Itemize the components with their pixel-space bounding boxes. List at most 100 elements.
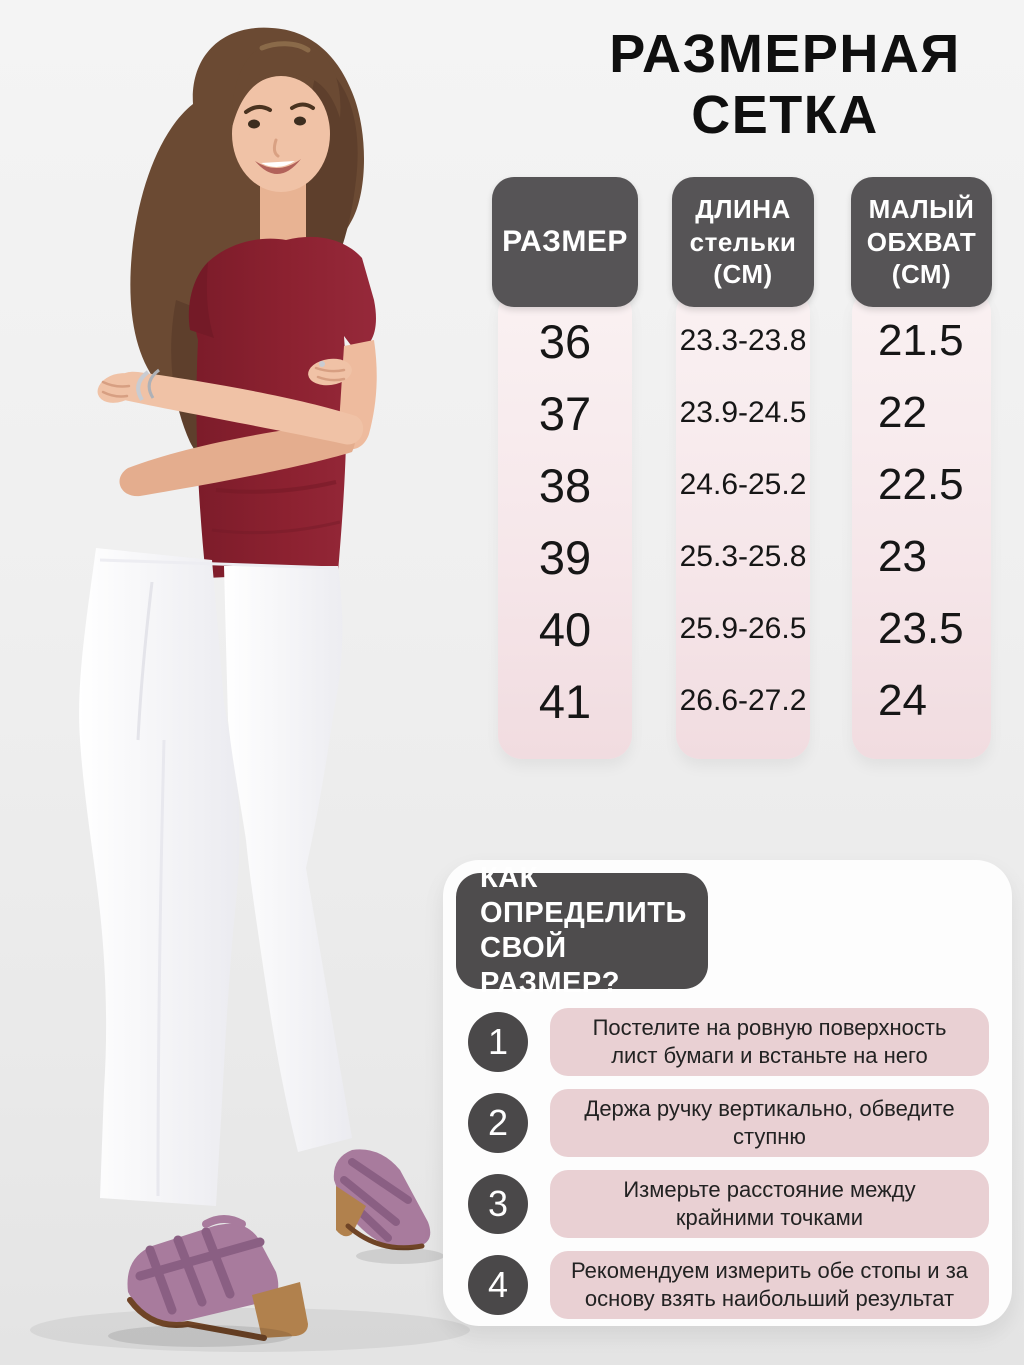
size-table-column-small-girth: МАЛЫЙ ОБХВАТ (СМ) 21.5 22 22.5 23 23.5 2… xyxy=(851,177,992,759)
shoe-back-heel xyxy=(336,1186,366,1237)
header-line: ДЛИНА xyxy=(695,194,791,225)
how-to-card: КАК ОПРЕДЕЛИТЬ СВОЙ РАЗМЕР? 1 Постелите … xyxy=(443,860,1012,1326)
shoe-back-sole xyxy=(345,1223,425,1251)
step-text-line: Держа ручку вертикально, обведите xyxy=(584,1095,955,1121)
model-photo xyxy=(30,27,470,1352)
step-text-line: лист бумаги и встаньте на него xyxy=(611,1042,928,1068)
step-text-line: крайними точками xyxy=(675,1204,864,1230)
step-text-line: основу взять наибольший результат xyxy=(584,1285,955,1311)
table-cell: 24.6-25.2 xyxy=(679,468,807,501)
floor-shadow xyxy=(30,1308,470,1352)
how-to-title: КАК ОПРЕДЕЛИТЬ СВОЙ РАЗМЕР? xyxy=(456,862,708,999)
eye-left xyxy=(248,119,260,129)
pants-waistband xyxy=(99,558,337,570)
size-table-column-insole-length: ДЛИНА стельки (СМ) 23.3-23.8 23.9-24.5 2… xyxy=(672,177,814,759)
shoe-back-body xyxy=(333,1149,431,1250)
table-cell: 22 xyxy=(878,388,927,437)
table-cell: 41 xyxy=(538,674,592,728)
step-number-badge: 3 xyxy=(468,1173,528,1234)
table-cell: 25.3-25.8 xyxy=(679,540,807,573)
eye-right xyxy=(294,116,306,126)
size-table-column-size: РАЗМЕР 36 37 38 39 40 41 xyxy=(492,177,638,759)
header-line: МАЛЫЙ xyxy=(868,194,975,225)
column-values-insole-length: 23.3-23.8 23.9-24.5 24.6-25.2 25.3-25.8 … xyxy=(676,289,810,759)
how-to-title-line: ОПРЕДЕЛИТЬ xyxy=(480,897,687,930)
table-cell: 23.3-23.8 xyxy=(679,324,807,357)
column-header-size: РАЗМЕР xyxy=(492,177,638,307)
ankle-strap-front xyxy=(202,1215,246,1228)
teeth xyxy=(261,161,295,168)
table-cell: 39 xyxy=(538,530,592,584)
table-cell: 23.9-24.5 xyxy=(679,396,807,429)
table-cell: 25.9-26.5 xyxy=(679,612,807,645)
page-title-line2: СЕТКА xyxy=(691,85,879,146)
how-to-steps: 1 Постелите на ровную поверхность лист б… xyxy=(468,1008,989,1319)
forearm-lower xyxy=(119,423,356,497)
tee-fold-2 xyxy=(211,520,341,535)
pants-crease xyxy=(156,739,166,1197)
shoe-front-sole xyxy=(127,1297,267,1341)
table-cell: 22.5 xyxy=(878,460,964,509)
page-title: РАЗМЕРНАЯ СЕТКА xyxy=(552,24,1018,146)
table-cell: 37 xyxy=(538,386,592,440)
bracelet-2 xyxy=(147,368,160,399)
page-title-line1: РАЗМЕРНАЯ xyxy=(609,24,961,84)
hand-right-fingers xyxy=(314,366,346,382)
pants-front-leg xyxy=(79,548,240,1206)
step-text-line: Измерьте расстояние между xyxy=(623,1176,916,1202)
table-cell: 40 xyxy=(538,602,592,656)
smile xyxy=(255,159,301,175)
how-to-title-line: КАК xyxy=(480,862,538,895)
step-number-badge: 2 xyxy=(468,1092,528,1153)
eyebrow-right xyxy=(290,102,315,110)
shoe-front-heel xyxy=(252,1282,308,1338)
shoe-shadow-front xyxy=(108,1325,292,1347)
step-number-badge: 1 xyxy=(468,1011,528,1072)
table-cell: 36 xyxy=(538,314,592,368)
header-line: (СМ) xyxy=(713,259,773,290)
header-line: ОБХВАТ xyxy=(866,226,977,257)
tee-sleeve-left xyxy=(188,262,214,338)
tee-fold-1 xyxy=(215,480,337,494)
table-cell: 38 xyxy=(538,458,592,512)
shoe-shadow-back xyxy=(356,1248,444,1264)
how-to-title-line: СВОЙ РАЗМЕР? xyxy=(480,932,620,999)
step-row-3: 3 Измерьте расстояние между крайними точ… xyxy=(468,1169,989,1238)
step-text-line: Постелите на ровную поверхность xyxy=(592,1015,947,1040)
hand-left xyxy=(97,373,139,403)
header-line: РАЗМЕР xyxy=(502,225,628,258)
step-row-1: 1 Постелите на ровную поверхность лист б… xyxy=(468,1008,989,1076)
step-row-4: 4 Рекомендуем измерить обе стопы и за ос… xyxy=(468,1250,989,1319)
forearm-upper xyxy=(115,371,364,445)
column-values-size: 36 37 38 39 40 41 xyxy=(498,289,632,759)
pants-pleat xyxy=(136,581,154,741)
header-line: (СМ) xyxy=(891,259,952,290)
hair-highlight xyxy=(259,41,311,53)
step-row-2: 2 Держа ручку вертикально, обведите ступ… xyxy=(468,1088,989,1157)
header-line: стельки xyxy=(689,226,797,257)
step-number-badge: 4 xyxy=(468,1254,528,1315)
hand-left-fingers xyxy=(101,380,131,398)
hair-front xyxy=(231,39,341,128)
table-cell: 24 xyxy=(878,676,927,725)
step-text: Постелите на ровную поверхность лист бум… xyxy=(550,1008,989,1076)
step-text: Рекомендуем измерить обе стопы и за осно… xyxy=(550,1250,989,1319)
column-values-small-girth: 21.5 22 22.5 23 23.5 24 xyxy=(852,289,991,759)
ring xyxy=(319,361,325,367)
table-cell: 21.5 xyxy=(878,316,964,365)
eyebrow-left xyxy=(244,105,272,114)
step-text: Измерьте расстояние между крайними точка… xyxy=(550,1169,989,1238)
table-cell: 26.6-27.2 xyxy=(679,684,807,717)
column-header-small-girth: МАЛЫЙ ОБХВАТ (СМ) xyxy=(851,177,992,307)
step-text-line: Рекомендуем измерить обе стопы и за xyxy=(570,1257,969,1283)
step-text-line: ступню xyxy=(733,1123,806,1149)
shoe-front-straps xyxy=(135,1227,265,1315)
pants-back-leg xyxy=(224,566,352,1152)
column-header-insole-length: ДЛИНА стельки (СМ) xyxy=(672,177,814,307)
neck xyxy=(260,178,306,257)
bracelet-1 xyxy=(136,370,150,402)
nose xyxy=(272,138,280,158)
table-cell: 23.5 xyxy=(878,604,964,653)
table-cell: 23 xyxy=(878,532,927,581)
